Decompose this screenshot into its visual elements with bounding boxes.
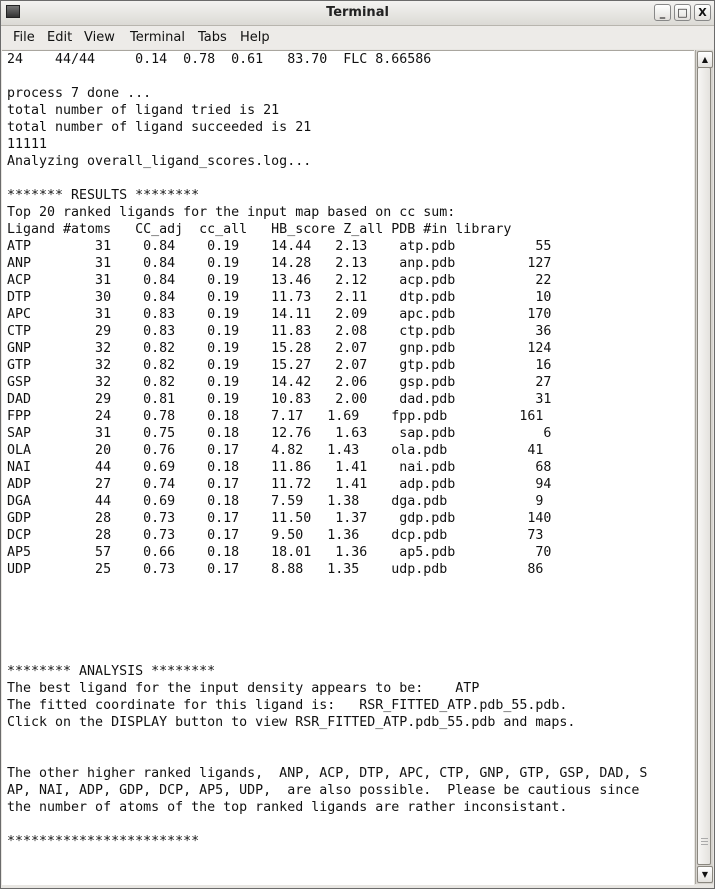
terminal-line — [7, 748, 694, 765]
terminal-line: UDP 25 0.73 0.17 8.88 1.35 udp.pdb 86 — [7, 562, 544, 577]
scroll-down-button[interactable]: ▼ — [697, 866, 713, 883]
grip-line — [701, 838, 708, 839]
minimize-button[interactable]: _ — [654, 4, 671, 21]
terminal-line: GTP 32 0.82 0.19 15.27 2.07 gtp.pdb 16 — [7, 358, 552, 373]
terminal-line: OLA 20 0.76 0.17 4.82 1.43 ola.pdb 41 — [7, 443, 544, 458]
menu-terminal[interactable]: Terminal — [130, 30, 185, 45]
terminal-line: FPP 24 0.78 0.18 7.17 1.69 fpp.pdb 161 — [7, 409, 544, 424]
terminal-line — [7, 646, 694, 663]
terminal-text: 24 44/44 0.14 0.78 0.61 83.70 FLC 8.6658… — [2, 51, 694, 850]
terminal-line: the number of atoms of the top ranked li… — [7, 800, 568, 815]
menu-help[interactable]: Help — [240, 30, 270, 45]
terminal-line: ACP 31 0.84 0.19 13.46 2.12 acp.pdb 22 — [7, 273, 552, 288]
terminal-line — [7, 612, 694, 629]
terminal-line: Analyzing overall_ligand_scores.log... — [7, 154, 312, 169]
window-title: Terminal — [326, 5, 389, 20]
terminal-line: DCP 28 0.73 0.17 9.50 1.36 dcp.pdb 73 — [7, 528, 544, 543]
terminal-line: ******* RESULTS ******** — [7, 188, 200, 203]
terminal-app-icon[interactable] — [6, 5, 20, 18]
terminal-line — [7, 731, 694, 748]
terminal-line: The other higher ranked ligands, ANP, AC… — [7, 766, 648, 781]
menu-bar: File Edit View Terminal Tabs Help — [1, 26, 714, 49]
terminal-line: Ligand #atoms CC_adj cc_all HB_score Z_a… — [7, 222, 512, 237]
terminal-line — [7, 68, 694, 85]
terminal-line: total number of ligand tried is 21 — [7, 103, 280, 118]
terminal-line: ************************ — [7, 834, 200, 849]
terminal-line — [7, 629, 694, 646]
arrow-up-icon: ▲ — [701, 55, 709, 64]
menu-edit[interactable]: Edit — [47, 30, 73, 45]
terminal-line: ADP 27 0.74 0.17 11.72 1.41 adp.pdb 94 — [7, 477, 552, 492]
terminal-line: The best ligand for the input density ap… — [7, 681, 480, 696]
terminal-line: DAD 29 0.81 0.19 10.83 2.00 dad.pdb 31 — [7, 392, 552, 407]
terminal-line: CTP 29 0.83 0.19 11.83 2.08 ctp.pdb 36 — [7, 324, 552, 339]
terminal-line — [7, 170, 694, 187]
scroll-up-button[interactable]: ▲ — [697, 51, 713, 68]
terminal-line: APC 31 0.83 0.19 14.11 2.09 apc.pdb 170 — [7, 307, 552, 322]
terminal-line — [7, 595, 694, 612]
grip-line — [701, 841, 708, 842]
terminal-line: SAP 31 0.75 0.18 12.76 1.63 sap.pdb 6 — [7, 426, 552, 441]
maximize-button[interactable]: □ — [674, 4, 691, 21]
minimize-icon: _ — [659, 6, 666, 19]
grip-line — [701, 844, 708, 845]
terminal-line: ******** ANALYSIS ******** — [7, 664, 216, 679]
terminal-line: AP, NAI, ADP, GDP, DCP, AP5, UDP, are al… — [7, 783, 640, 798]
terminal-line: DGA 44 0.69 0.18 7.59 1.38 dga.pdb 9 — [7, 494, 544, 509]
terminal-line: total number of ligand succeeded is 21 — [7, 120, 312, 135]
terminal-line: 11111 — [7, 137, 48, 152]
terminal-line: Click on the DISPLAY button to view RSR_… — [7, 715, 576, 730]
terminal-line: ATP 31 0.84 0.19 14.44 2.13 atp.pdb 55 — [7, 239, 552, 254]
terminal-line: NAI 44 0.69 0.18 11.86 1.41 nai.pdb 68 — [7, 460, 552, 475]
arrow-down-icon: ▼ — [701, 870, 709, 879]
terminal-line: The fitted coordinate for this ligand is… — [7, 698, 568, 713]
scrollbar-thumb[interactable] — [697, 67, 711, 865]
maximize-icon: □ — [677, 6, 688, 19]
terminal-output[interactable]: 24 44/44 0.14 0.78 0.61 83.70 FLC 8.6658… — [2, 50, 694, 885]
menu-tabs[interactable]: Tabs — [198, 30, 227, 45]
terminal-line: ANP 31 0.84 0.19 14.28 2.13 anp.pdb 127 — [7, 256, 552, 271]
terminal-line: AP5 57 0.66 0.18 18.01 1.36 ap5.pdb 70 — [7, 545, 552, 560]
vertical-scrollbar[interactable]: ▲ ▼ — [695, 50, 713, 884]
title-bar[interactable]: Terminal _ □ X — [1, 1, 714, 26]
terminal-line: 24 44/44 0.14 0.78 0.61 83.70 FLC 8.6658… — [7, 52, 432, 67]
terminal-line — [7, 578, 694, 595]
terminal-line: GDP 28 0.73 0.17 11.50 1.37 gdp.pdb 140 — [7, 511, 552, 526]
terminal-line: process 7 done ... — [7, 86, 152, 101]
terminal-line: GSP 32 0.82 0.19 14.42 2.06 gsp.pdb 27 — [7, 375, 552, 390]
menu-view[interactable]: View — [84, 30, 115, 45]
menu-file[interactable]: File — [13, 30, 35, 45]
close-icon: X — [698, 6, 707, 19]
terminal-line: DTP 30 0.84 0.19 11.73 2.11 dtp.pdb 10 — [7, 290, 552, 305]
terminal-line — [7, 816, 694, 833]
terminal-line: Top 20 ranked ligands for the input map … — [7, 205, 456, 220]
terminal-line: GNP 32 0.82 0.19 15.28 2.07 gnp.pdb 124 — [7, 341, 552, 356]
close-button[interactable]: X — [694, 4, 711, 21]
